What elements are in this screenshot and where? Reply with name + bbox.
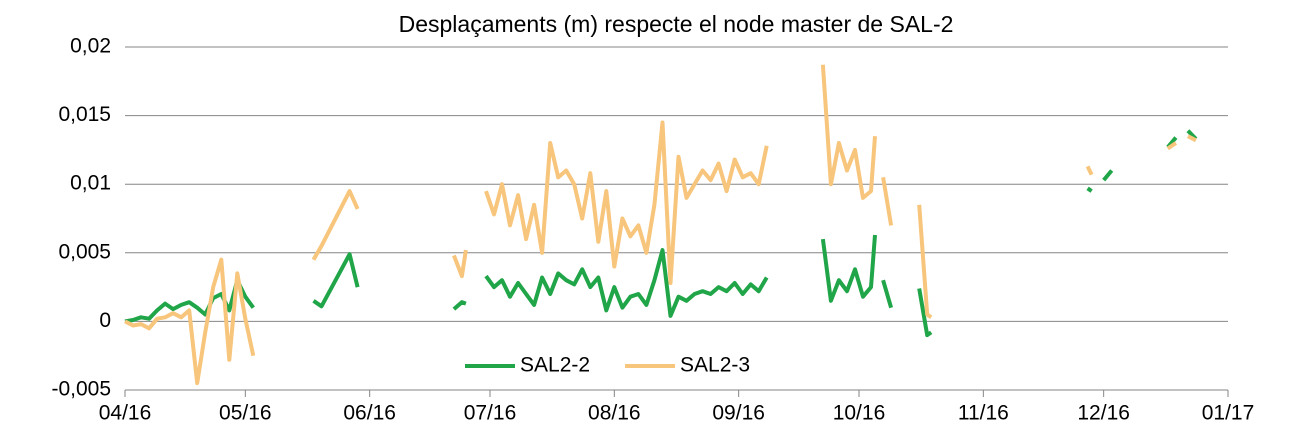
legend-label: SAL2-2 xyxy=(520,354,590,377)
x-tick-label: 06/16 xyxy=(343,402,396,425)
x-tick-label: 05/16 xyxy=(219,402,272,425)
x-tick-label: 04/16 xyxy=(99,402,152,425)
x-tick-label: 10/16 xyxy=(833,402,886,425)
x-tick-label: 07/16 xyxy=(464,402,517,425)
data-line xyxy=(124,129,1198,338)
y-tick-label: 0,02 xyxy=(70,35,111,58)
data-line xyxy=(124,64,1197,386)
y-tick-label: 0,01 xyxy=(70,172,111,195)
x-tick-label: 08/16 xyxy=(588,402,641,425)
x-tick-label: 12/16 xyxy=(1077,402,1130,425)
x-tick-label: 09/16 xyxy=(712,402,765,425)
legend-label: SAL2-3 xyxy=(680,354,750,377)
y-tick-label: -0,005 xyxy=(51,378,111,401)
y-tick-label: 0,015 xyxy=(58,103,111,126)
chart-title: Desplaçaments (m) respecte el node maste… xyxy=(399,11,954,37)
x-tick-label: 11/16 xyxy=(958,402,1009,425)
y-tick-label: 0 xyxy=(99,309,111,332)
x-tick-label: 01/17 xyxy=(1202,402,1255,425)
y-tick-label: 0,005 xyxy=(58,240,111,263)
